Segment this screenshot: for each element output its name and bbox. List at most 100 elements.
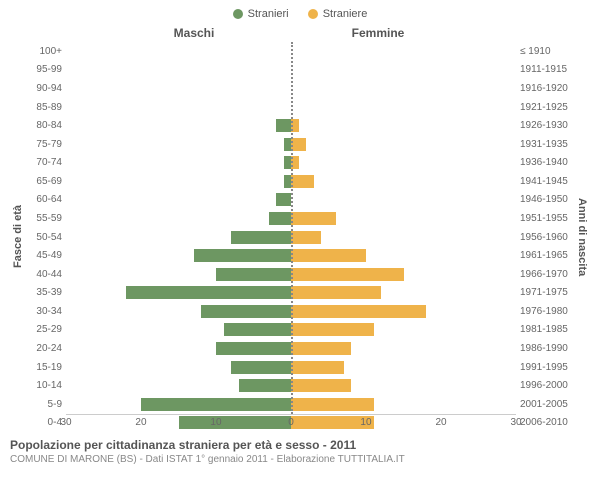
bar-male [231, 231, 291, 244]
age-label: 35-39 [26, 287, 66, 298]
bar-male [231, 361, 291, 374]
birth-label: 1986-1990 [516, 343, 574, 354]
birth-label: ≤ 1910 [516, 46, 574, 57]
bar-female [291, 361, 344, 374]
legend: Stranieri Straniere [10, 8, 590, 22]
pyramid-row: 5-9 2001-2005 [26, 395, 574, 414]
age-label: 20-24 [26, 343, 66, 354]
birth-label: 1921-1925 [516, 102, 574, 113]
bar-female [291, 175, 314, 188]
birth-label: 1936-1940 [516, 157, 574, 168]
birth-label: 1951-1955 [516, 213, 574, 224]
legend-female-label: Straniere [323, 8, 368, 20]
pyramid-row: 90-94 1916-1920 [26, 79, 574, 98]
x-tick: 0 [288, 417, 294, 428]
age-label: 70-74 [26, 157, 66, 168]
birth-label: 2006-2010 [516, 417, 574, 428]
header-male: Maschi [62, 26, 286, 40]
age-label: 60-64 [26, 194, 66, 205]
birth-label: 1911-1915 [516, 64, 574, 75]
y-axis-right-label: Anni di nascita [574, 42, 590, 432]
bar-female [291, 398, 374, 411]
birth-label: 1956-1960 [516, 232, 574, 243]
bar-male [284, 138, 292, 151]
pyramid-row: 15-191991-1995 [26, 358, 574, 377]
pyramid-row: 45-491961-1965 [26, 246, 574, 265]
bar-female [291, 231, 321, 244]
birth-label: 1981-1985 [516, 324, 574, 335]
birth-label: 1966-1970 [516, 269, 574, 280]
bar-female [291, 323, 374, 336]
pyramid-row: 65-69 1941-1945 [26, 172, 574, 191]
birth-label: 1971-1975 [516, 287, 574, 298]
age-label: 50-54 [26, 232, 66, 243]
bar-male [141, 398, 291, 411]
pyramid-row: 30-34 1976-1980 [26, 302, 574, 321]
age-label: 90-94 [26, 83, 66, 94]
pyramid-row: 35-39 1971-1975 [26, 284, 574, 303]
age-label: 75-79 [26, 139, 66, 150]
age-label: 40-44 [26, 269, 66, 280]
birth-label: 1996-2000 [516, 380, 574, 391]
x-axis: 3020100102030 [66, 414, 516, 432]
bar-male [284, 156, 292, 169]
age-label: 25-29 [26, 324, 66, 335]
birth-label: 1931-1935 [516, 139, 574, 150]
y-axis-left-label: Fasce di età [10, 42, 26, 432]
chart-subtitle: COMUNE DI MARONE (BS) - Dati ISTAT 1° ge… [10, 454, 590, 465]
pyramid-row: 75-79 1931-1935 [26, 135, 574, 154]
birth-label: 2001-2005 [516, 399, 574, 410]
legend-female-swatch [308, 9, 318, 19]
bar-male [276, 193, 291, 206]
birth-label: 1941-1945 [516, 176, 574, 187]
chart-rows: 100+ ≤ 1910 95-99 1911-1915 90-94 1916-1920 85… [26, 42, 574, 432]
birth-label: 1961-1965 [516, 250, 574, 261]
legend-male-label: Stranieri [248, 8, 289, 20]
pyramid-row: 20-24 1986-1990 [26, 339, 574, 358]
pyramid-row: 80-84 1926-1930 [26, 116, 574, 135]
birth-label: 1976-1980 [516, 306, 574, 317]
legend-female: Straniere [308, 8, 368, 20]
legend-male-swatch [233, 9, 243, 19]
birth-label: 1926-1930 [516, 120, 574, 131]
pyramid-row: 40-44 1966-1970 [26, 265, 574, 284]
pyramid-chart: Fasce di età 100+ ≤ 1910 95-99 1911-1915 90-… [10, 42, 590, 432]
pyramid-row: 50-54 1956-1960 [26, 228, 574, 247]
age-label: 65-69 [26, 176, 66, 187]
bar-female [291, 379, 351, 392]
legend-male: Stranieri [233, 8, 289, 20]
age-label: 55-59 [26, 213, 66, 224]
center-axis [291, 42, 293, 414]
footer: Popolazione per cittadinanza straniera p… [10, 438, 590, 465]
pyramid-row: 85-89 1921-1925 [26, 98, 574, 117]
bar-male [284, 175, 292, 188]
pyramid-row: 95-99 1911-1915 [26, 61, 574, 80]
x-tick: 30 [510, 417, 521, 428]
age-label: 95-99 [26, 64, 66, 75]
bar-male [276, 119, 291, 132]
pyramid-row: 60-641946-1950 [26, 191, 574, 210]
pyramid-row: 100+ ≤ 1910 [26, 42, 574, 61]
x-tick: 20 [135, 417, 146, 428]
bar-female [291, 212, 336, 225]
x-tick: 30 [60, 417, 71, 428]
bar-female [291, 305, 426, 318]
bar-female [291, 286, 381, 299]
age-label: 5-9 [26, 399, 66, 410]
pyramid-row: 10-141996-2000 [26, 376, 574, 395]
x-tick: 10 [210, 417, 221, 428]
bar-female [291, 249, 366, 262]
bar-male [216, 342, 291, 355]
x-tick: 10 [360, 417, 371, 428]
age-label: 80-84 [26, 120, 66, 131]
age-label: 100+ [26, 46, 66, 57]
age-label: 15-19 [26, 362, 66, 373]
bar-male [269, 212, 292, 225]
header-female: Femmine [286, 26, 520, 40]
age-label: 30-34 [26, 306, 66, 317]
bar-male [224, 323, 292, 336]
birth-label: 1916-1920 [516, 83, 574, 94]
age-label: 85-89 [26, 102, 66, 113]
bar-male [201, 305, 291, 318]
pyramid-row: 25-29 1981-1985 [26, 321, 574, 340]
